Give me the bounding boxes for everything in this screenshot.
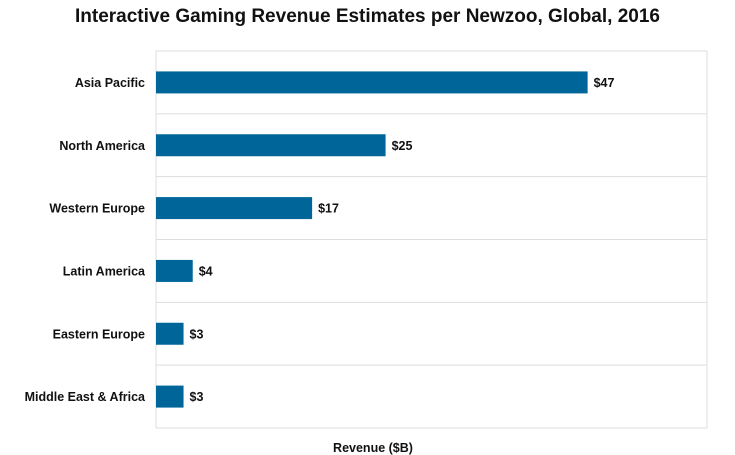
data-label: $3	[190, 390, 204, 404]
bar	[156, 71, 588, 94]
bar	[156, 385, 184, 408]
labels-layer: Asia Pacific $47 North America $25 Western E…	[25, 76, 615, 404]
category-label: North America	[59, 139, 146, 153]
x-axis-label: Revenue ($B)	[333, 441, 413, 455]
bar	[156, 322, 184, 345]
bar	[156, 197, 313, 220]
bar	[156, 134, 386, 157]
bar	[156, 259, 193, 282]
category-label: Asia Pacific	[75, 76, 145, 90]
category-label: Eastern Europe	[53, 327, 145, 341]
chart-title: Interactive Gaming Revenue Estimates per…	[75, 6, 660, 27]
grid-layer	[155, 50, 708, 429]
category-label: Latin America	[63, 264, 146, 278]
data-label: $17	[318, 202, 339, 216]
category-label: Western Europe	[49, 202, 145, 216]
data-label: $25	[392, 139, 413, 153]
data-label: $3	[190, 327, 204, 341]
data-label: $47	[594, 76, 615, 90]
bars-layer	[156, 71, 588, 408]
data-label: $4	[199, 264, 213, 278]
category-label: Middle East & Africa	[25, 390, 146, 404]
